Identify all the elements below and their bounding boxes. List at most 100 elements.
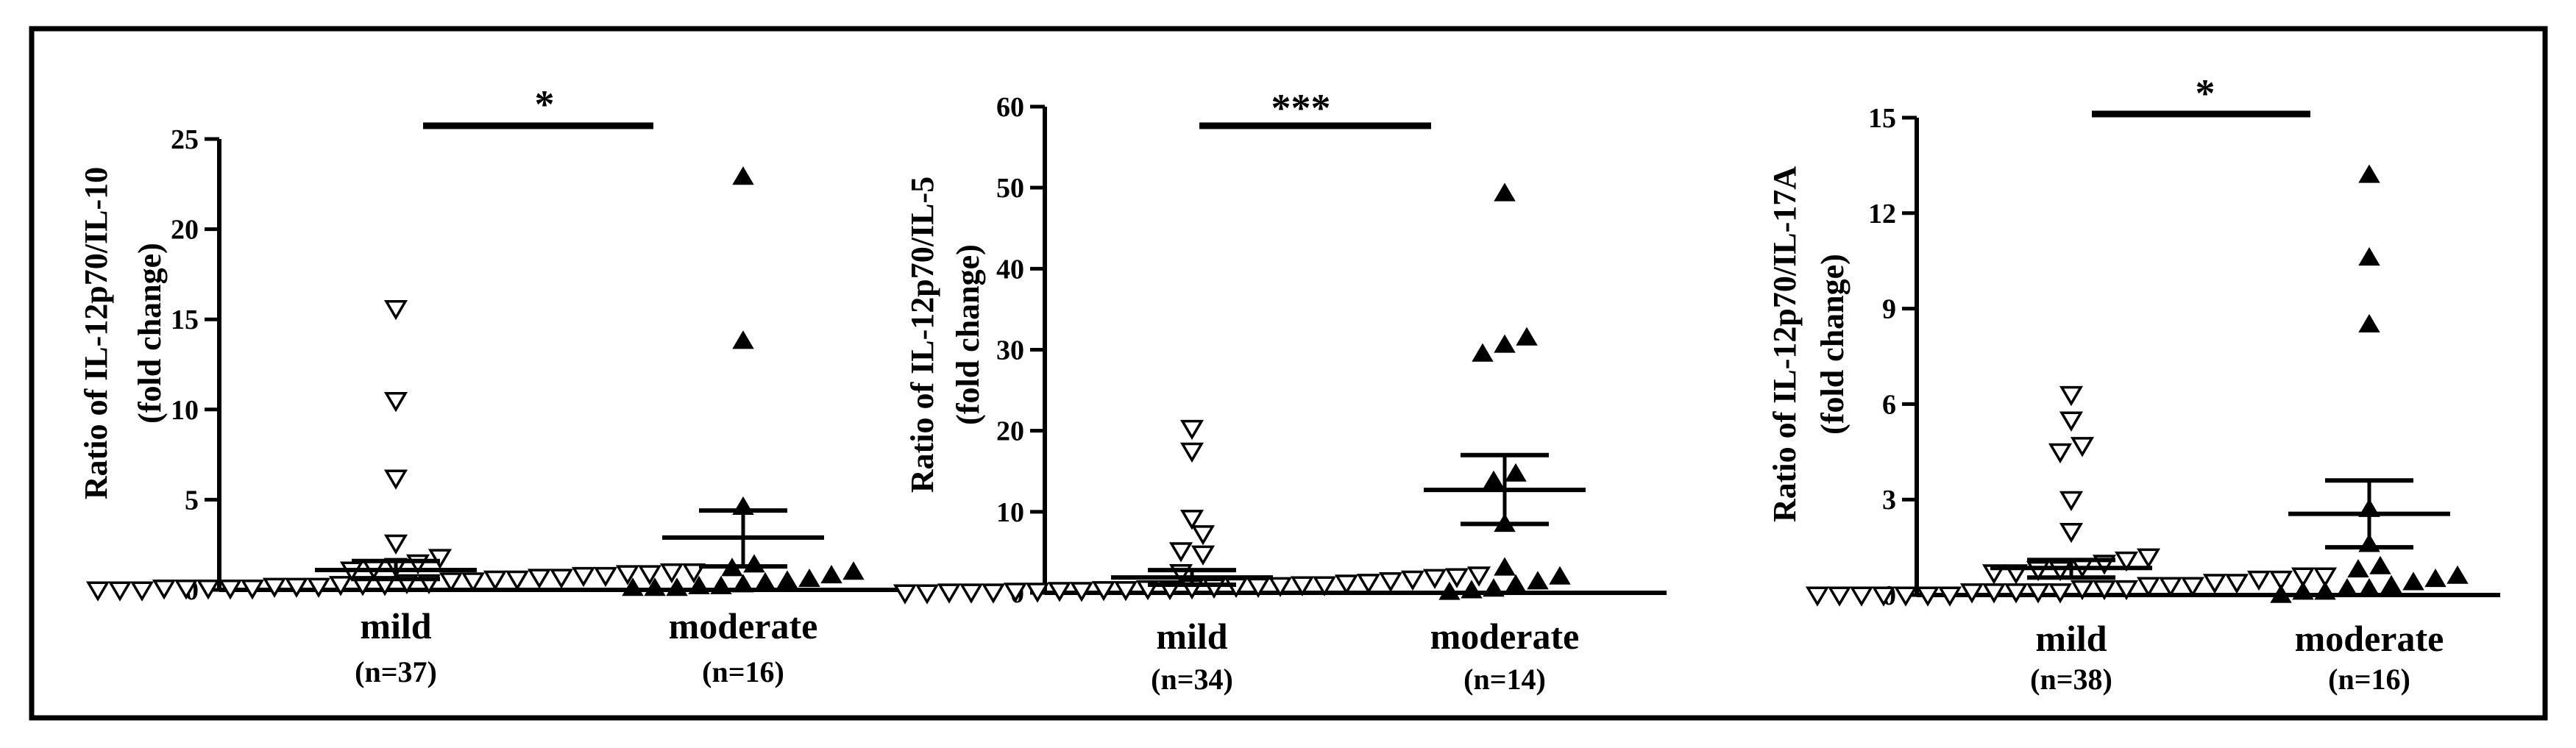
data-point: [644, 577, 666, 596]
data-point: [937, 583, 962, 604]
data-point: [107, 581, 132, 602]
data-point: [1937, 586, 1962, 607]
data-point: [549, 569, 574, 589]
data-point: [2313, 567, 2338, 588]
data-point: [666, 577, 688, 596]
data-point: [1191, 525, 1216, 546]
data-point: [240, 580, 265, 600]
data-point: [1438, 581, 1461, 600]
data-point: [2402, 571, 2424, 591]
data-point: [2358, 578, 2380, 597]
data-point: [688, 575, 710, 594]
y-tick-label: 10: [171, 395, 199, 426]
data-point: [2202, 574, 2227, 594]
group-label-moderate: moderate: [1430, 616, 1580, 657]
data-point: [2158, 577, 2183, 597]
data-point: [981, 583, 1006, 604]
n-label-moderate: (n=14): [1463, 663, 1546, 696]
data-point: [2059, 411, 2084, 432]
data-point: [129, 581, 155, 602]
data-point: [1494, 334, 1516, 353]
data-point: [1505, 463, 1527, 482]
y-tick-label: 30: [996, 335, 1024, 366]
ylabel-line1: Ratio of IL-12p70/IL-10: [78, 167, 114, 499]
data-point: [1334, 574, 1359, 595]
group-label-moderate: moderate: [669, 605, 818, 647]
data-point: [732, 166, 754, 185]
data-point: [1356, 574, 1381, 594]
data-point: [1549, 566, 1571, 585]
y-tick-label: 5: [185, 485, 199, 516]
data-point: [85, 581, 110, 602]
group-label-moderate: moderate: [2295, 618, 2444, 659]
data-point: [2059, 385, 2084, 407]
data-point: [2246, 570, 2271, 591]
y-tick-label: 10: [996, 497, 1024, 528]
n-label-mild: (n=37): [355, 655, 437, 688]
data-point: [893, 584, 918, 605]
data-point: [732, 574, 754, 593]
data-point: [2224, 574, 2249, 594]
data-point: [593, 566, 618, 588]
data-point: [2336, 578, 2358, 597]
data-point: [1069, 582, 1094, 602]
data-point: [798, 568, 820, 588]
ylabel-line2: (fold change): [950, 244, 986, 425]
plot-area: 0102030405060: [893, 92, 1667, 609]
data-point: [2059, 522, 2084, 544]
data-point: [681, 563, 706, 584]
data-point: [1025, 583, 1050, 603]
data-point: [2136, 577, 2161, 597]
data-point: [2048, 583, 2073, 604]
data-point: [2048, 443, 2073, 464]
data-point: [1959, 583, 1984, 604]
data-point: [2136, 548, 2161, 569]
data-point: [2347, 559, 2369, 578]
data-point: [383, 469, 408, 490]
y-tick-label: 15: [171, 304, 199, 335]
y-tick-label: 40: [996, 254, 1024, 285]
data-point: [2369, 555, 2391, 574]
y-tick-label: 20: [171, 215, 199, 246]
data-point: [1827, 586, 1852, 607]
data-point: [1893, 586, 1918, 607]
data-point: [1191, 545, 1216, 566]
plot-area: 03691215: [1805, 103, 2500, 611]
data-point: [461, 572, 486, 593]
data-point: [659, 563, 684, 584]
data-point: [842, 561, 865, 580]
data-point: [218, 580, 243, 600]
data-point: [1981, 583, 2006, 604]
data-point: [622, 577, 644, 596]
data-point: [2180, 577, 2205, 597]
data-point: [1168, 542, 1193, 563]
data-point: [1527, 571, 1549, 590]
data-point: [1290, 576, 1315, 596]
data-point: [1505, 574, 1527, 593]
data-point: [2059, 491, 2084, 512]
data-point: [262, 577, 287, 598]
data-point: [1849, 586, 1874, 607]
data-point: [1003, 583, 1028, 603]
panel-il17a: Ratio of IL-12p70/IL-17A (fold change) m…: [1767, 71, 2500, 696]
data-point: [383, 299, 408, 321]
data-point: [1378, 571, 1403, 593]
data-point: [1494, 557, 1516, 576]
data-point: [2292, 581, 2314, 600]
data-point: [2026, 583, 2051, 604]
data-point: [1444, 568, 1469, 588]
y-tick-label: 15: [1868, 103, 1896, 134]
data-point: [2358, 247, 2380, 266]
data-point: [174, 580, 199, 600]
y-tick-label: 60: [996, 92, 1024, 123]
data-point: [732, 330, 754, 349]
data-point: [1466, 566, 1491, 587]
significance-label: *: [2196, 71, 2215, 115]
data-point: [1400, 570, 1425, 591]
data-point: [2424, 569, 2447, 588]
data-point: [1516, 327, 1538, 346]
data-point: [1805, 586, 1830, 607]
data-point: [1179, 442, 1204, 463]
n-label-mild: (n=34): [1151, 663, 1233, 696]
